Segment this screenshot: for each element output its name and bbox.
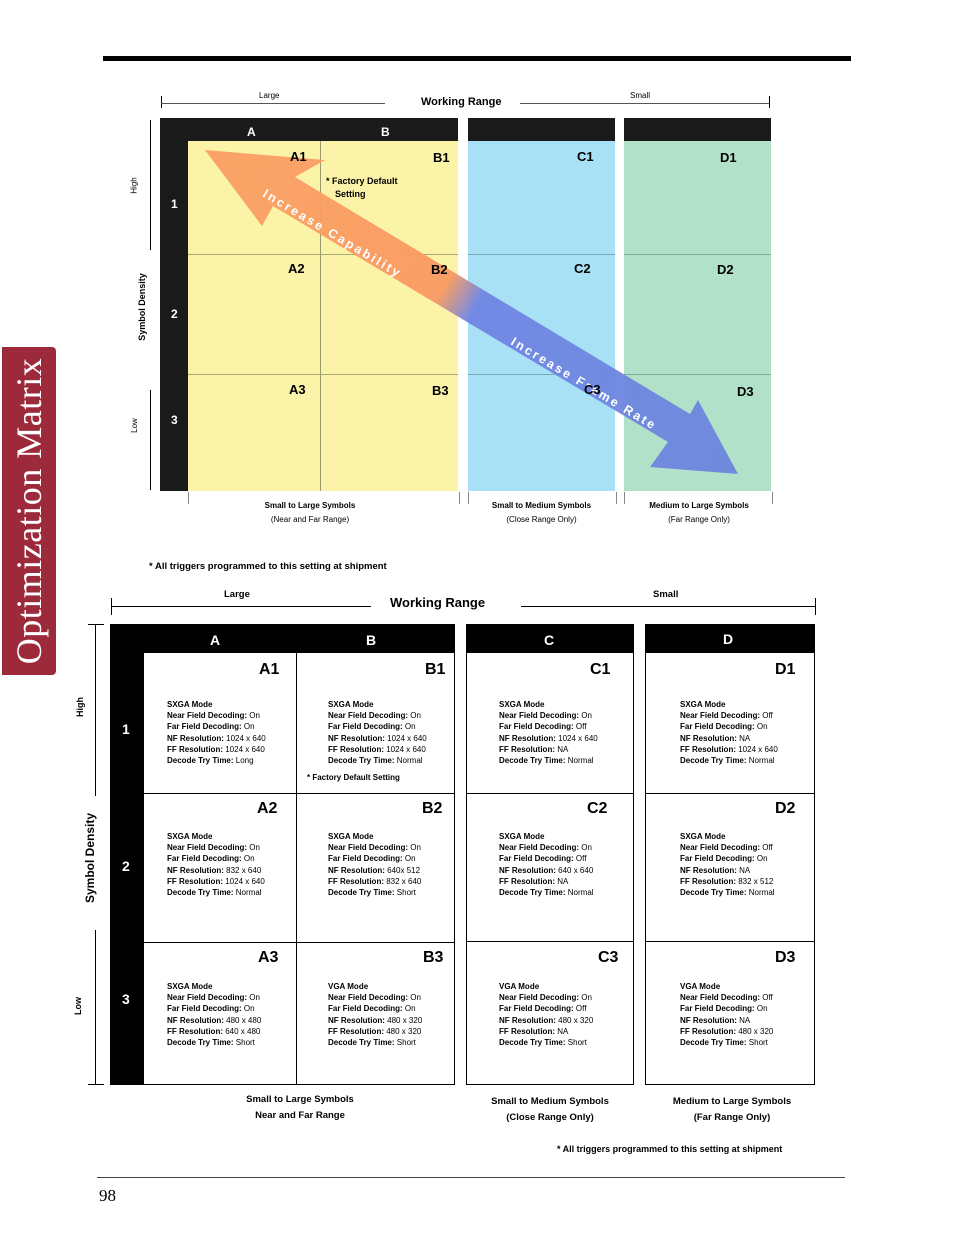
cell-info-b2: SXGA Mode Near Field Decoding: On Far Fi…	[328, 832, 422, 898]
range-small-label: Small	[630, 91, 651, 100]
row-1-label: 1	[171, 197, 178, 211]
c-frame	[468, 118, 615, 142]
arrow-graphic: Increase Capability Increase Frame Rate	[205, 150, 738, 474]
col-a-header: A	[247, 125, 256, 139]
matrix-col-d: D	[722, 631, 734, 647]
cell-id-d1: D1	[775, 661, 796, 678]
cell-label-c2: C2	[574, 261, 591, 276]
matrix-col-a: A	[209, 632, 221, 648]
col-b-header: B	[381, 125, 390, 139]
caption-c: Small to Medium Symbols (Close Range Only…	[491, 501, 592, 524]
cell-label-b2: B2	[431, 262, 448, 277]
cell-id-b3: B3	[423, 949, 444, 966]
footer-rule	[97, 1177, 845, 1178]
cell-info-c1: SXGA Mode Near Field Decoding: On Far Fi…	[499, 700, 598, 766]
cell-label-d2: D2	[717, 262, 734, 277]
matrix-caption-c: Small to Medium Symbols (Close Range Only…	[491, 1096, 609, 1123]
cell-info-d1: SXGA Mode Near Field Decoding: Off Far F…	[680, 700, 778, 766]
row-3-label: 3	[171, 413, 178, 427]
factory-default-note: * Factory Default Setting	[326, 176, 398, 199]
section-tab	[2, 347, 56, 675]
cell-info-a2: SXGA Mode Near Field Decoding: On Far Fi…	[167, 832, 265, 898]
matrix-row-2: 2	[122, 858, 130, 874]
cell-id-d3: D3	[775, 949, 796, 966]
row-2-label: 2	[171, 307, 178, 321]
cell-label-a3: A3	[289, 382, 306, 397]
cell-label-a2: A2	[288, 261, 305, 276]
matrix-range-large: Large	[224, 589, 250, 600]
factory-default-badge: * Factory Default Setting	[307, 773, 400, 782]
matrix-c-header	[466, 624, 634, 653]
cell-id-c3: C3	[598, 949, 619, 966]
range-title: Working Range	[421, 96, 502, 108]
matrix-row-1: 1	[122, 721, 130, 737]
cell-info-d2: SXGA Mode Near Field Decoding: Off Far F…	[680, 832, 775, 898]
cell-info-c2: SXGA Mode Near Field Decoding: On Far Fi…	[499, 832, 594, 898]
header-rule	[103, 56, 851, 61]
matrix-axis-low: Low	[73, 997, 83, 1015]
caption-ab: Small to Large Symbols (Near and Far Rang…	[264, 501, 356, 524]
matrix-range-small: Small	[653, 589, 679, 600]
cell-label-c1: C1	[577, 149, 594, 164]
cell-id-a2: A2	[257, 800, 278, 817]
cell-id-c1: C1	[590, 661, 611, 678]
matrix-caption-d: Medium to Large Symbols (Far Range Only)	[672, 1096, 792, 1123]
shipment-note-bottom: * All triggers programmed to this settin…	[557, 1144, 783, 1154]
cell-label-b3: B3	[432, 383, 449, 398]
cell-label-b1: B1	[433, 150, 450, 165]
page-number: 98	[99, 1186, 116, 1205]
cell-info-a1: SXGA Mode Near Field Decoding: On Far Fi…	[167, 700, 266, 766]
cell-info-d3: VGA Mode Near Field Decoding: Off Far Fi…	[680, 982, 774, 1048]
matrix-d-header	[645, 624, 815, 653]
matrix-range-title: Working Range	[390, 595, 486, 610]
matrix-caption-ab: Small to Large Symbols Near and Far Range	[246, 1094, 354, 1121]
matrix-axis-high: High	[75, 697, 85, 717]
cell-info-b3: VGA Mode Near Field Decoding: On Far Fie…	[328, 982, 423, 1048]
cell-info-c3: VGA Mode Near Field Decoding: On Far Fie…	[499, 982, 594, 1048]
cell-id-a3: A3	[258, 949, 279, 966]
cell-id-d2: D2	[775, 800, 796, 817]
cell-id-a1: A1	[259, 661, 280, 678]
matrix-row-3: 3	[122, 991, 130, 1007]
range-large-label: Large	[259, 91, 280, 100]
shipment-note-top: * All triggers programmed to this settin…	[149, 561, 387, 572]
matrix-col-b: B	[365, 632, 377, 648]
cell-info-b1: SXGA Mode Near Field Decoding: On Far Fi…	[328, 700, 427, 766]
d-frame	[624, 118, 771, 142]
cell-id-b1: B1	[425, 661, 446, 678]
cell-label-d1: D1	[720, 150, 737, 165]
cell-label-c3: C3	[584, 382, 601, 397]
cell-label-d3: D3	[737, 384, 754, 399]
caption-d: Medium to Large Symbols (Far Range Only)	[649, 501, 749, 524]
cell-id-c2: C2	[587, 800, 608, 817]
cell-id-b2: B2	[422, 800, 443, 817]
cell-info-a3: SXGA Mode Near Field Decoding: On Far Fi…	[167, 982, 262, 1048]
capability-arrow-shape	[205, 150, 738, 474]
matrix-col-c: C	[543, 632, 555, 648]
cell-label-a1: A1	[290, 149, 307, 164]
